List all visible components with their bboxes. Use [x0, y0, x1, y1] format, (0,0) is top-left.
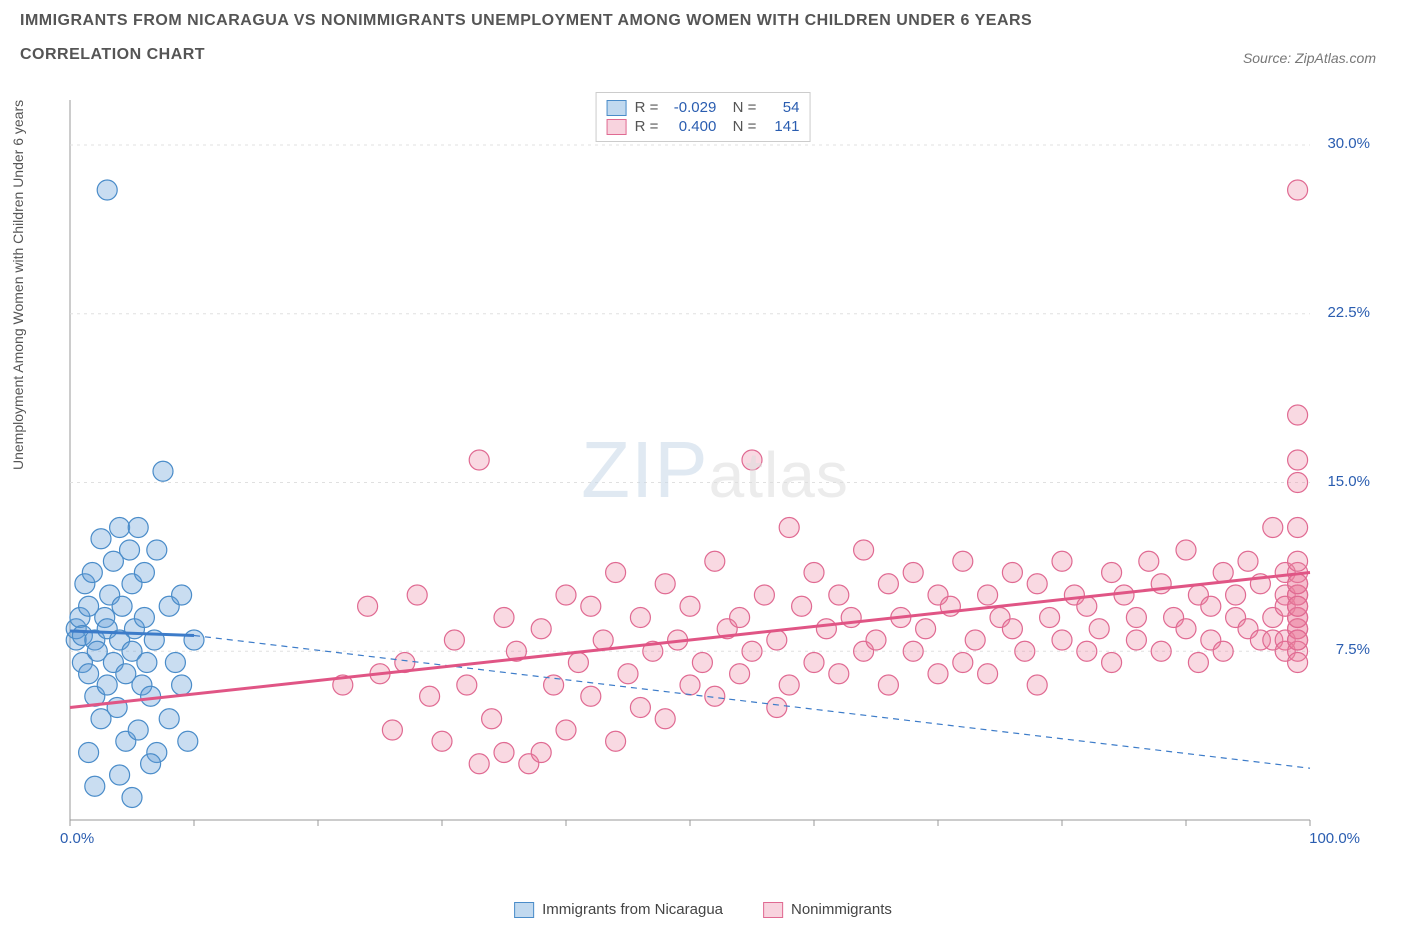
bottom-legend: Immigrants from Nicaragua Nonimmigrants — [514, 901, 892, 918]
y-axis-label: Unemployment Among Women with Children U… — [10, 100, 26, 470]
chart-plot-area: ZIPatlas 7.5%15.0%22.5%30.0%0.0%100.0% — [60, 90, 1370, 850]
swatch-blue-icon — [607, 100, 627, 116]
y-tick-label: 22.5% — [1327, 304, 1370, 321]
stat-n-label: N = — [724, 99, 756, 116]
source-attribution: Source: ZipAtlas.com — [1243, 50, 1376, 66]
legend-item-pink: Nonimmigrants — [763, 901, 892, 918]
y-tick-label: 15.0% — [1327, 473, 1370, 490]
stat-r-label: R = — [635, 118, 659, 135]
chart-title-line2: CORRELATION CHART — [20, 46, 1386, 64]
stats-legend-box: R = -0.029 N = 54 R = 0.400 N = 141 — [596, 92, 811, 142]
swatch-blue-icon — [514, 902, 534, 918]
x-min-label: 0.0% — [60, 830, 94, 847]
stat-r-value-pink: 0.400 — [666, 118, 716, 135]
legend-label-blue: Immigrants from Nicaragua — [542, 901, 723, 918]
y-tick-label: 30.0% — [1327, 135, 1370, 152]
stat-n-value-blue: 54 — [764, 99, 799, 116]
chart-title-line1: IMMIGRANTS FROM NICARAGUA VS NONIMMIGRAN… — [20, 12, 1386, 30]
scatter-plot-svg — [60, 90, 1370, 850]
stat-n-label: N = — [724, 118, 756, 135]
stat-r-value-blue: -0.029 — [666, 99, 716, 116]
swatch-pink-icon — [607, 119, 627, 135]
swatch-pink-icon — [763, 902, 783, 918]
chart-header: IMMIGRANTS FROM NICARAGUA VS NONIMMIGRAN… — [0, 0, 1406, 64]
y-tick-label: 7.5% — [1336, 641, 1370, 658]
stats-row-pink: R = 0.400 N = 141 — [607, 118, 800, 135]
legend-label-pink: Nonimmigrants — [791, 901, 892, 918]
legend-item-blue: Immigrants from Nicaragua — [514, 901, 723, 918]
stat-n-value-pink: 141 — [764, 118, 799, 135]
stat-r-label: R = — [635, 99, 659, 116]
stats-row-blue: R = -0.029 N = 54 — [607, 99, 800, 116]
x-max-label: 100.0% — [1309, 830, 1360, 847]
